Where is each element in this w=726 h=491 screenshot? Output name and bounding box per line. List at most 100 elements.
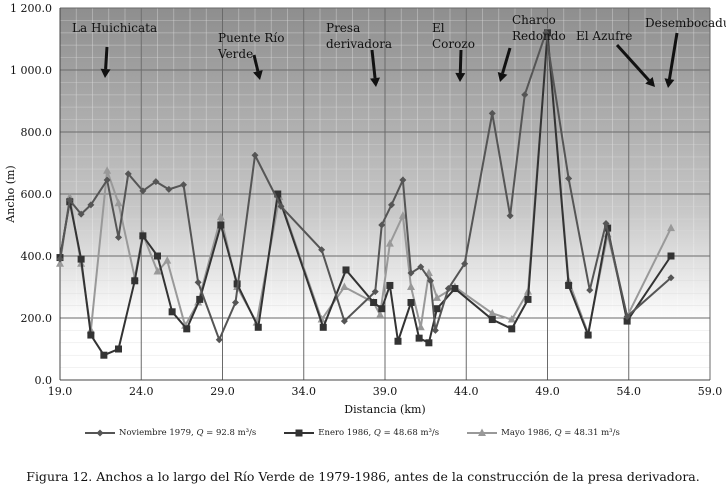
data-point-square <box>139 232 147 240</box>
data-point-square <box>254 323 262 331</box>
data-point-diamond <box>103 176 111 184</box>
data-point-diamond <box>56 255 64 263</box>
annotation-label: Presa <box>326 21 360 35</box>
data-point-square <box>319 323 327 331</box>
data-point-square <box>77 255 85 263</box>
x-tick-label: 24.0 <box>129 385 154 398</box>
legend-item: Enero 1986, Q = 48.68 m³/s <box>284 428 439 438</box>
y-tick-label: 800.0 <box>21 126 53 139</box>
data-point-diamond <box>124 170 132 178</box>
data-point-diamond <box>115 233 122 241</box>
data-point-square <box>524 295 532 303</box>
data-point-diamond <box>407 269 415 277</box>
data-point-diamond <box>542 29 550 37</box>
y-tick-label: 600.0 <box>21 188 53 201</box>
data-point-triangle <box>478 428 487 436</box>
legend-label: Mayo 1986, Q = 48.31 m³/s <box>501 428 620 438</box>
legend-triangle-icon <box>467 428 498 436</box>
annotation: El Corozo <box>432 21 475 82</box>
y-tick-label: 1 000.0 <box>10 64 52 77</box>
arrow-icon <box>370 49 377 79</box>
data-point-square <box>274 190 282 198</box>
data-point-triangle <box>507 315 516 323</box>
data-point-square <box>508 325 516 333</box>
arrow-head-icon <box>664 78 675 88</box>
legend-square-icon <box>284 429 315 437</box>
data-point-triangle <box>340 282 349 290</box>
data-point-diamond <box>66 196 74 204</box>
x-tick-label: 39.0 <box>373 385 398 398</box>
x-tick-label: 54.0 <box>617 385 642 398</box>
x-axis-label: Distancia (km) <box>344 403 425 416</box>
data-point-square <box>87 331 95 339</box>
data-point-triangle <box>114 198 123 207</box>
data-point-square <box>584 331 592 339</box>
data-point-square <box>100 351 108 359</box>
data-point-diamond <box>277 202 285 210</box>
y-axis-label: Ancho (m) <box>4 165 17 223</box>
data-point-triangle <box>56 259 64 267</box>
data-point-square <box>415 334 423 342</box>
grid <box>59 7 711 381</box>
x-tick-label: 34.0 <box>292 385 317 398</box>
data-point-diamond <box>232 299 239 306</box>
data-point-diamond <box>340 317 348 325</box>
annotation-label: Redondo <box>512 29 566 43</box>
annotation: Presa derivadora <box>326 21 392 87</box>
annotation: Desembocadura <box>645 16 726 88</box>
data-point-square <box>295 429 303 437</box>
arrow-icon <box>667 32 679 80</box>
data-point-square <box>667 252 675 260</box>
annotation-label: derivadora <box>326 37 392 51</box>
data-point-diamond <box>565 175 573 182</box>
annotation-label: Desembocadura <box>645 16 726 30</box>
data-point-diamond <box>378 221 386 229</box>
y-tick-label: 1 200.0 <box>10 2 52 15</box>
data-point-triangle <box>65 192 74 201</box>
arrow-head-icon <box>253 70 263 80</box>
data-point-diamond <box>521 91 529 99</box>
data-point-diamond <box>318 246 326 254</box>
data-point-diamond <box>87 201 95 209</box>
data-point-diamond <box>371 288 379 296</box>
data-point-square <box>370 299 378 306</box>
data-point-diamond <box>506 212 514 220</box>
annotations: La Huichicata Puente Río Verde Presa derivad… <box>72 13 726 88</box>
arrow-icon <box>615 43 651 82</box>
data-point-square <box>168 308 176 316</box>
x-tick-label: 44.0 <box>454 385 479 398</box>
arrow-icon <box>104 46 109 70</box>
data-point-square <box>217 221 225 229</box>
data-point-triangle <box>667 223 675 232</box>
data-point-square <box>154 252 161 260</box>
annotation-label: El Azufre <box>576 29 632 43</box>
data-point-diamond <box>215 336 223 344</box>
series-square <box>56 29 675 359</box>
data-point-diamond <box>96 429 104 437</box>
data-point-diamond <box>139 187 147 195</box>
data-point-square <box>131 277 139 285</box>
data-point-diamond <box>667 274 675 282</box>
y-tick-label: 0.0 <box>35 374 53 387</box>
x-tick-label: 49.0 <box>535 385 560 398</box>
data-point-diamond <box>194 278 202 286</box>
annotation: Puente Río Verde <box>217 31 284 80</box>
data-point-diamond <box>399 176 407 184</box>
annotation-label: Charco <box>512 13 556 27</box>
y-tick-label: 400.0 <box>21 250 53 263</box>
annotation: El Azufre <box>576 29 655 87</box>
annotation: Charco Redondo <box>497 13 566 82</box>
data-point-diamond <box>388 201 395 209</box>
legend-label: Enero 1986, Q = 48.68 m³/s <box>318 428 440 438</box>
annotation-label: Corozo <box>432 37 475 51</box>
data-point-triangle <box>488 308 497 317</box>
legend-label: Noviembre 1979, Q = 92.8 m³/s <box>119 428 257 438</box>
data-point-triangle <box>153 267 162 275</box>
data-point-square <box>342 266 350 274</box>
legend-item: Noviembre 1979, Q = 92.8 m³/s <box>85 428 256 438</box>
x-tick-label: 19.0 <box>48 385 73 398</box>
data-point-square <box>115 345 122 353</box>
annotation-label: La Huichicata <box>72 21 157 35</box>
x-tick-label: 59.0 <box>698 385 723 398</box>
